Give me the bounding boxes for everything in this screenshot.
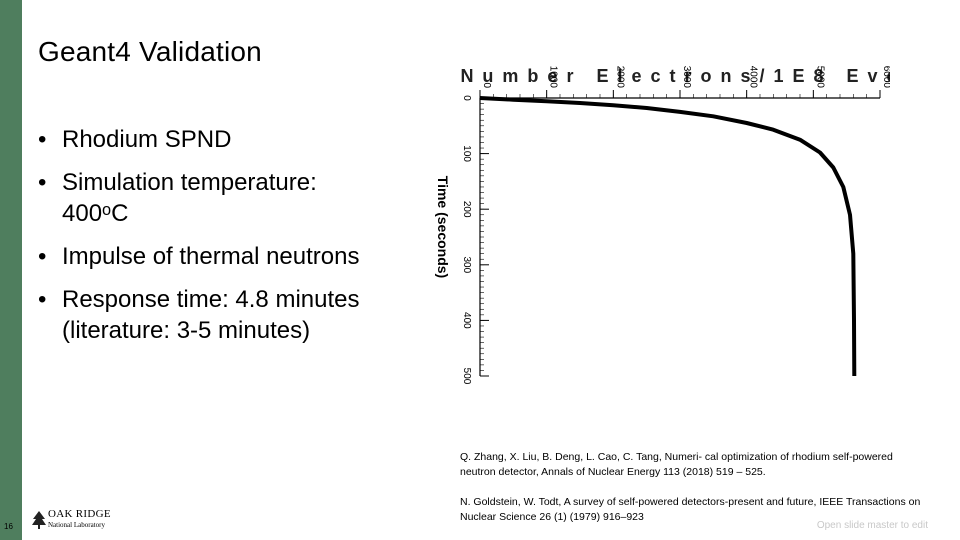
x-tick-label: 3000 [681, 66, 692, 89]
bullet-text: Simulation temperature: 400ᵒC [62, 169, 317, 227]
y-tick-label: 0 [461, 95, 472, 101]
chart-title: Number Electrons/1E8 Events [460, 66, 890, 86]
reference-2: N. Goldstein, W. Todt, A survey of self-… [460, 496, 921, 523]
references: Q. Zhang, X. Liu, B. Deng, L. Cao, C. Ta… [460, 450, 930, 540]
y-tick-label: 400 [461, 312, 472, 329]
bullet-glyph: • [38, 286, 47, 313]
bullet-list: • Rhodium SPND • Simulation temperature: 4… [38, 124, 383, 358]
series-line [479, 96, 857, 377]
x-tick-label: 4000 [748, 66, 759, 89]
reference-1: Q. Zhang, X. Liu, B. Deng, L. Cao, C. Ta… [460, 451, 893, 478]
logo-name-line2: National Laboratory [48, 521, 105, 529]
slide-number: 16 [4, 522, 13, 531]
bullet-text: Impulse of thermal neutrons [62, 243, 360, 270]
x-tick-label: 2000 [614, 66, 625, 89]
y-tick-label: 500 [461, 368, 472, 384]
bullet-item: • Rhodium SPND [38, 124, 383, 155]
electron-time-chart: Number Electrons/1E8 Events0100020003000… [435, 66, 890, 384]
x-tick-label: 5000 [814, 66, 825, 89]
bullet-item: • Response time: 4.8 minutes (literature:… [38, 284, 383, 346]
oak-ridge-logo: OAK RIDGE National Laboratory [32, 508, 128, 534]
tree-icon [32, 511, 46, 529]
slide-title: Geant4 Validation [38, 36, 262, 67]
x-tick-label: 0 [481, 82, 492, 88]
footer-note: Open slide master to edit [816, 520, 928, 531]
y-tick-label: 100 [461, 145, 472, 162]
bullet-text: Rhodium SPND [62, 126, 232, 153]
y-tick-label: 300 [461, 256, 472, 273]
y-axis-label: Time (seconds) [435, 176, 451, 278]
x-tick-label: 6000 [881, 66, 890, 89]
bullet-glyph: • [38, 243, 47, 270]
bullet-item: • Impulse of thermal neutrons [38, 241, 383, 272]
y-tick-label: 200 [461, 201, 472, 218]
bullet-glyph: • [38, 169, 47, 196]
logo-name-line1: OAK RIDGE [48, 508, 111, 520]
left-accent-bar [0, 0, 22, 540]
bullet-text: Response time: 4.8 minutes (literature: … [62, 286, 360, 344]
bullet-glyph: • [38, 126, 47, 153]
x-tick-label: 1000 [548, 66, 559, 89]
bullet-item: • Simulation temperature: 400ᵒC [38, 167, 383, 229]
